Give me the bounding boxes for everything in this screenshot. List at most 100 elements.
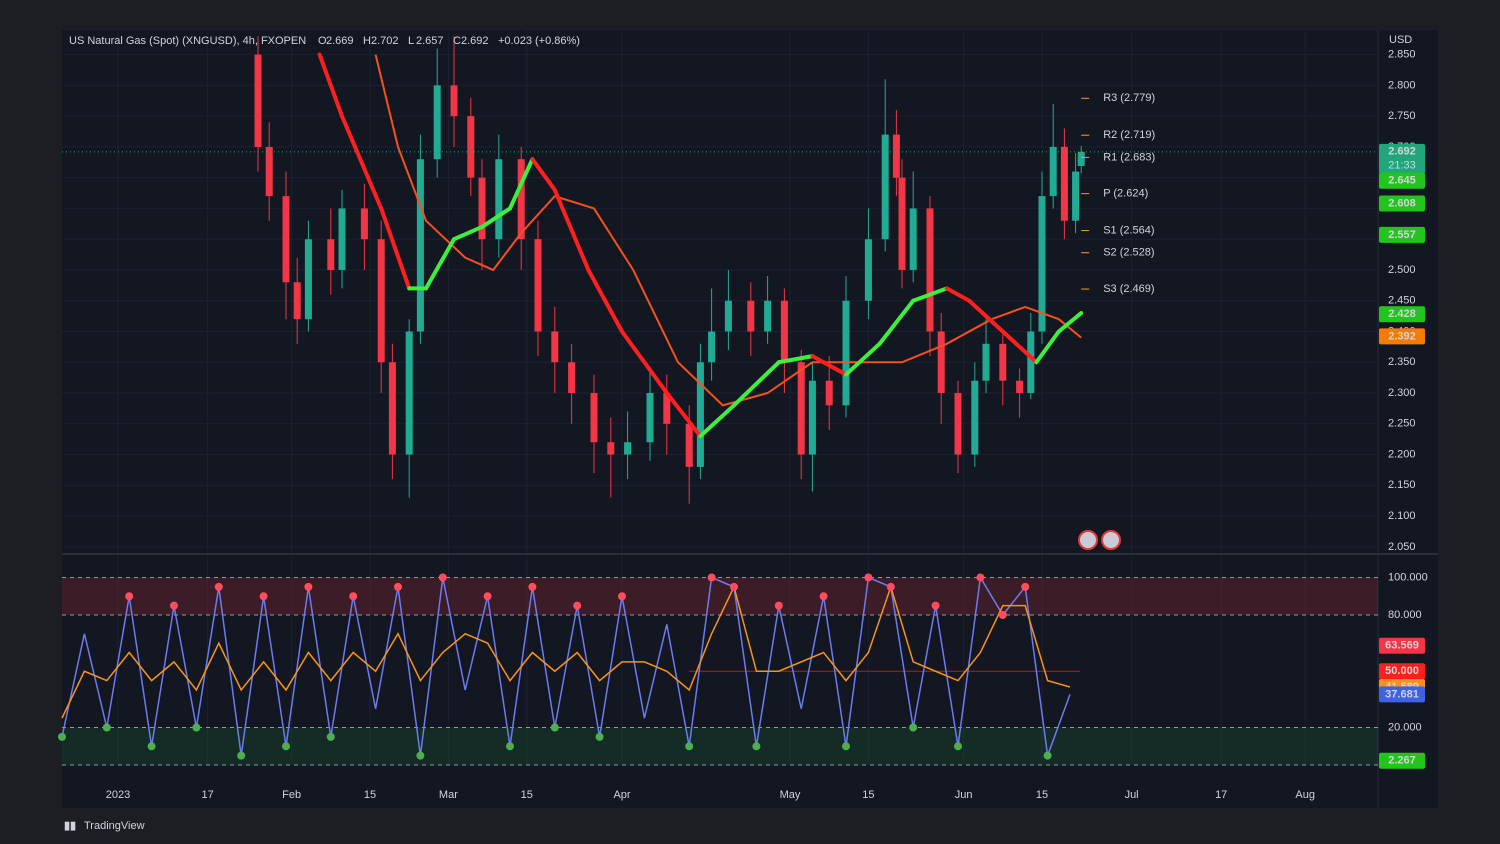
moving-average-segment — [698, 403, 736, 439]
candle-body — [646, 393, 654, 443]
candle-body — [254, 54, 262, 147]
candle-body — [304, 239, 312, 320]
x-tick-label: 2023 — [106, 789, 130, 801]
event-icon[interactable] — [1078, 530, 1098, 550]
oversold-dot — [58, 732, 66, 741]
candle-body — [1038, 196, 1046, 332]
candle-body — [685, 423, 693, 467]
x-tick-label: Jun — [955, 789, 973, 801]
candle-body — [747, 300, 755, 332]
moving-average-segment — [776, 354, 815, 365]
candle-body — [1077, 151, 1085, 166]
oversold-dot — [954, 742, 962, 751]
candle-body — [909, 208, 917, 270]
candle-body — [842, 300, 850, 406]
moving-average-segment — [530, 157, 557, 192]
y-tick-label: 2.250 — [1388, 418, 1416, 430]
moving-average-segment — [1056, 311, 1084, 334]
moving-average — [374, 54, 1082, 407]
oversold-dot — [595, 732, 604, 741]
candle-body — [881, 134, 889, 240]
y-tick-label: 2.800 — [1388, 79, 1416, 91]
price-badge-label: 2.645 — [1388, 175, 1416, 187]
ohlc-key: H — [363, 35, 371, 47]
moving-average-segment — [379, 206, 412, 291]
overbought-dot — [214, 582, 223, 591]
candle-body — [433, 85, 441, 160]
candle-body — [898, 177, 906, 270]
ohlc-legend: O 2.669 H 2.702 L 2.657 C 2.692 +0.023 (+0.86%) — [318, 35, 580, 47]
price-badge — [1379, 195, 1425, 212]
y-tick-label: 2.200 — [1388, 448, 1416, 460]
band — [62, 577, 1378, 615]
price-badge-label: 2.692 — [1388, 146, 1416, 158]
event-icon[interactable] — [1101, 530, 1121, 550]
candle-body — [1072, 171, 1080, 221]
candle-body — [1027, 331, 1035, 394]
price-badge-label: 2.392 — [1388, 330, 1416, 342]
moving-average-segment — [586, 267, 624, 334]
plot-layer: 2.0502.1002.1502.2002.2502.3002.3502.400… — [58, 30, 1428, 801]
price-badge — [1379, 226, 1425, 243]
candle-body — [797, 362, 805, 455]
price-badge — [1379, 328, 1425, 345]
symbol-title: US Natural Gas (Spot) (XNGUSD), 4h, FXOP… — [69, 35, 306, 47]
moving-average-segment — [508, 157, 535, 211]
moving-average-segment — [340, 114, 384, 211]
overbought-dot — [819, 592, 828, 601]
candle-body — [999, 343, 1007, 381]
candle-body — [293, 282, 301, 320]
y-tick-label: 2.300 — [1388, 387, 1416, 399]
pivot-label: R1 (2.683) — [1103, 151, 1155, 163]
candle-body — [377, 239, 385, 363]
oversold-dot — [506, 742, 514, 751]
candle-body — [892, 134, 900, 178]
price-badge — [1379, 172, 1425, 189]
candle-body — [1016, 380, 1024, 394]
x-tick-label: 17 — [1215, 789, 1227, 801]
candle-body — [1060, 146, 1068, 221]
pivot-label: P (2.624) — [1103, 188, 1148, 200]
y-tick-label: 80.000 — [1388, 609, 1422, 621]
price-badge — [1379, 752, 1425, 769]
price-badge-label: 2.608 — [1388, 197, 1416, 209]
candle-body — [764, 300, 772, 332]
oversold-dot — [282, 742, 290, 751]
moving-average-segment — [877, 298, 916, 346]
band — [62, 727, 1378, 765]
x-tick-label: Feb — [282, 789, 301, 801]
overbought-dot — [349, 592, 358, 601]
price-badge-label: 63.569 — [1385, 640, 1419, 652]
price-change: +0.023 (+0.86%) — [498, 35, 580, 47]
oversold-dot — [550, 723, 559, 732]
overbought-dot — [886, 582, 895, 591]
moving-average-segment — [1034, 329, 1061, 365]
candle-body — [780, 300, 788, 363]
overbought-dot — [1021, 582, 1030, 591]
price-badge — [1379, 306, 1425, 323]
pivot-label: S2 (2.528) — [1103, 247, 1154, 259]
candle-body — [327, 239, 335, 270]
x-tick-label: Jul — [1125, 789, 1139, 801]
overbought-dot — [304, 582, 313, 591]
oversold-dot — [326, 732, 335, 741]
candle-body — [568, 362, 576, 394]
candle-body — [1049, 146, 1057, 197]
candle-body — [954, 393, 962, 455]
candle-body — [405, 331, 413, 455]
currency: USD — [1389, 34, 1412, 46]
moving-average-segment — [317, 52, 344, 119]
moving-average-segment — [1000, 329, 1039, 365]
candle-body — [590, 393, 598, 443]
x-tick-label: May — [780, 789, 801, 801]
y-tick-label: 2.100 — [1388, 510, 1416, 522]
price-badge — [1379, 637, 1425, 654]
x-tick-label: 17 — [201, 789, 213, 801]
candle-body — [416, 159, 424, 332]
candle-body — [708, 331, 716, 363]
candle-body — [282, 196, 290, 283]
price-badge-label: 2.267 — [1388, 755, 1416, 767]
overbought-dot — [259, 592, 268, 601]
y-tick-label: 2.850 — [1388, 49, 1416, 61]
